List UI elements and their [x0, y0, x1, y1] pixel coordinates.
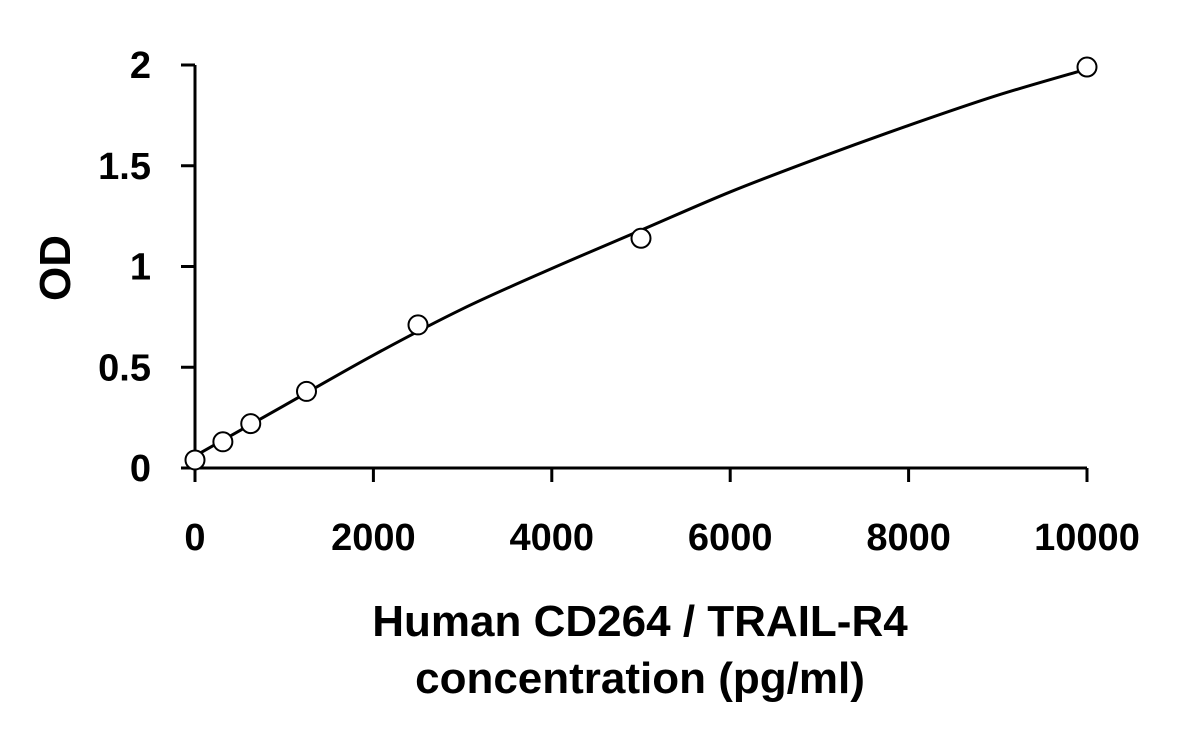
x-tick-label: 10000	[1034, 517, 1140, 559]
fit-curve-group	[194, 67, 1088, 458]
x-tick-label: 0	[184, 517, 205, 559]
x-tick-label: 4000	[510, 517, 595, 559]
data-point	[630, 227, 652, 249]
data-point	[407, 314, 429, 336]
x-tick-label: 8000	[866, 517, 951, 559]
y-tick-label: 1.5	[98, 146, 151, 188]
x-tick-label: 6000	[688, 517, 773, 559]
fit-curve	[194, 67, 1088, 458]
y-tick-label: 1	[130, 247, 151, 289]
y-tick-label: 2	[130, 45, 151, 87]
data-point	[212, 431, 234, 453]
y-tick-label: 0	[130, 448, 151, 490]
axes	[193, 65, 1087, 470]
x-tick-label: 2000	[331, 517, 416, 559]
x-axis-title-line-2: concentration (pg/ml)	[415, 654, 865, 703]
y-tick-label: 0.5	[98, 347, 151, 389]
data-point	[240, 413, 262, 435]
data-point	[296, 380, 317, 402]
data-points	[184, 56, 1098, 471]
x-axis-title-line-1: Human CD264 / TRAIL-R4	[372, 597, 908, 646]
data-point	[184, 449, 206, 471]
y-axis-title: OD	[31, 235, 80, 301]
data-point	[1076, 56, 1098, 78]
ticks: 0 0.5 1 1.5 2 0 2000 4000 6000 8000 10000	[98, 45, 1140, 559]
